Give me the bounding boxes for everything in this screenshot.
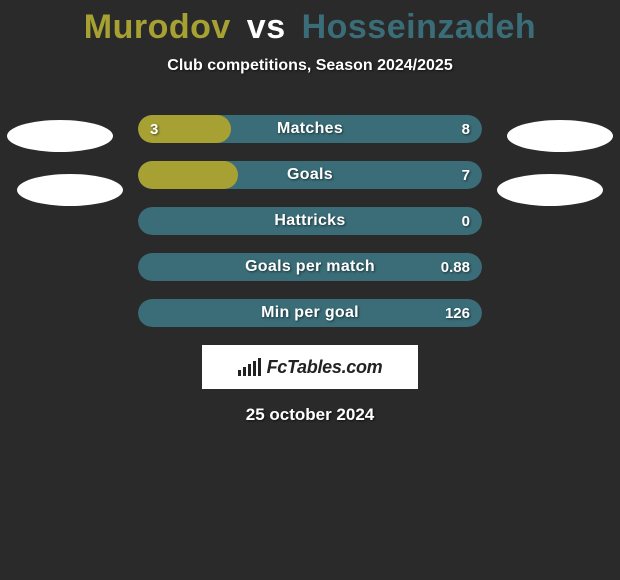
stat-bar: Matches3 8 (138, 115, 482, 143)
footer-date: 25 october 2024 (0, 405, 620, 425)
stat-bar: Goals per match0.88 (138, 253, 482, 281)
stat-bar: Min per goal126 (138, 299, 482, 327)
branding-box: FcTables.com (202, 345, 418, 389)
stat-bar-label: Goals (138, 161, 482, 189)
page-title: Murodov vs Hosseinzadeh (0, 0, 620, 47)
player2-name: Hosseinzadeh (302, 8, 537, 46)
branding-bars-icon (238, 358, 261, 376)
stat-bar: Hattricks0 (138, 207, 482, 235)
branding-text: FcTables.com (267, 357, 383, 378)
stat-bar-right-value: 8 (462, 115, 470, 143)
subtitle: Club competitions, Season 2024/2025 (0, 57, 620, 75)
stat-bar-label: Goals per match (138, 253, 482, 281)
stat-bar-label: Hattricks (138, 207, 482, 235)
stat-bar-left-value: 3 (150, 115, 158, 143)
stat-bar-label: Matches (138, 115, 482, 143)
stat-bar-right-value: 0 (462, 207, 470, 235)
stat-bar-right-value: 0.88 (441, 253, 470, 281)
stats-bar-group: Matches3 8 Goals7 Hattricks0 Goals per match… (0, 115, 620, 327)
stat-bar-right-value: 126 (445, 299, 470, 327)
stat-bar: Goals7 (138, 161, 482, 189)
stat-bar-right-value: 7 (462, 161, 470, 189)
vs-label: vs (247, 8, 286, 46)
stat-bar-label: Min per goal (138, 299, 482, 327)
player1-name: Murodov (84, 8, 231, 46)
